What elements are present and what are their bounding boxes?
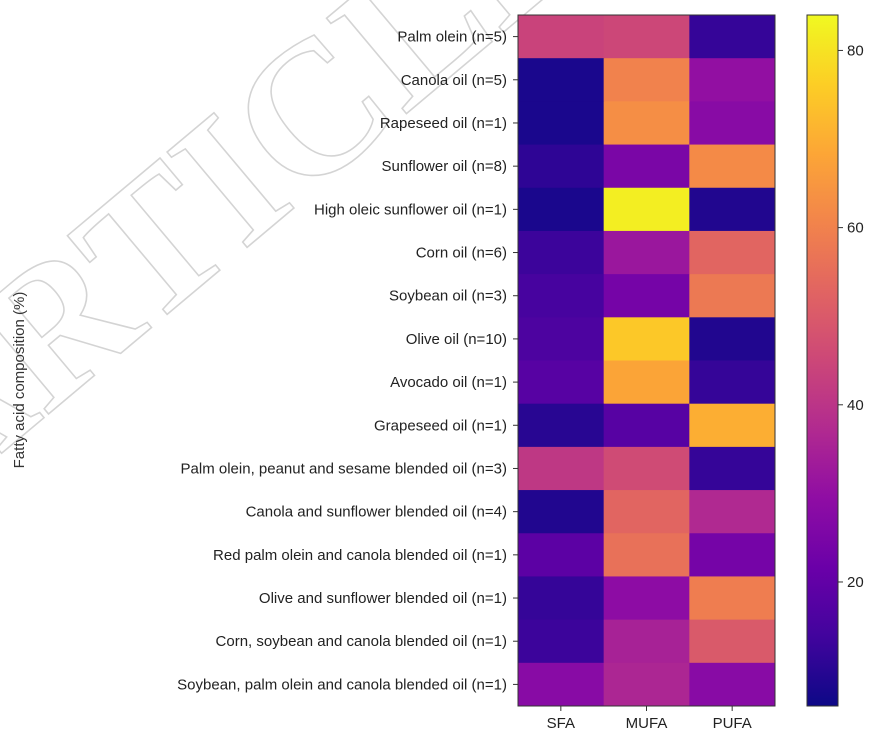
colorbar-gradient: [806, 14, 839, 707]
heatmap-cell: [603, 403, 690, 448]
heatmap-cell: [689, 360, 776, 405]
heatmap-cell: [518, 490, 605, 534]
heatmap-cell: [689, 403, 776, 448]
heatmap-cell: [603, 619, 690, 664]
y-tick-label: Corn oil (n=6): [416, 245, 507, 262]
x-tick-label: MUFA: [626, 715, 668, 732]
heatmap-cell: [603, 446, 690, 491]
y-tick-label: Sunflower oil (n=8): [382, 158, 507, 175]
heatmap-cells: [518, 15, 776, 707]
y-tick-label: Olive oil (n=10): [406, 331, 507, 348]
x-tick-label: PUFA: [713, 715, 752, 732]
y-tick-label: Canola oil (n=5): [401, 72, 507, 89]
y-tick-label: Canola and sunflower blended oil (n=4): [246, 504, 507, 521]
x-tick-label: SFA: [547, 715, 575, 732]
heatmap-cell: [518, 360, 605, 405]
heatmap-cell: [518, 274, 605, 318]
heatmap-cell: [603, 576, 690, 621]
heatmap-cell: [603, 662, 690, 707]
heatmap-cell: [603, 144, 690, 189]
y-tick-label: Palm olein (n=5): [397, 29, 507, 46]
colorbar-tick-label: 60: [847, 220, 864, 237]
y-tick-label: Rapeseed oil (n=1): [380, 115, 507, 132]
heatmap-cell: [603, 101, 690, 146]
heatmap-cell: [689, 533, 776, 577]
heatmap-cell: [689, 662, 776, 707]
heatmap-cell: [689, 274, 776, 318]
heatmap-cell: [603, 15, 690, 59]
y-tick-label: Corn, soybean and canola blended oil (n=…: [216, 633, 507, 650]
heatmap-cell: [689, 101, 776, 146]
heatmap-cell: [603, 317, 690, 361]
heatmap-cell: [689, 576, 776, 621]
heatmap-cell: [518, 101, 605, 146]
heatmap-cell: [603, 490, 690, 534]
heatmap-cell: [689, 230, 776, 275]
heatmap-cell: [518, 15, 605, 59]
heatmap-cell: [518, 533, 605, 577]
colorbar-tick-label: 80: [847, 42, 864, 59]
heatmap-cell: [689, 58, 776, 102]
heatmap-cell: [689, 15, 776, 59]
y-tick-label: High oleic sunflower oil (n=1): [314, 201, 507, 218]
heatmap-cell: [689, 317, 776, 361]
colorbar-tick-label: 20: [847, 574, 864, 591]
y-axis-label: Fatty acid composition (%): [11, 292, 28, 469]
heatmap-cell: [518, 317, 605, 361]
y-tick-label: Soybean oil (n=3): [389, 288, 507, 305]
heatmap-cell: [518, 662, 605, 707]
colorbar-tick-label: 40: [847, 397, 864, 414]
y-tick-label: Grapeseed oil (n=1): [374, 417, 507, 434]
heatmap-cell: [603, 274, 690, 318]
heatmap-cell: [603, 230, 690, 275]
heatmap-cell: [603, 58, 690, 102]
y-tick-label: Palm olein, peanut and sesame blended oi…: [181, 460, 507, 477]
heatmap-cell: [603, 187, 690, 232]
heatmap-cell: [518, 403, 605, 448]
heatmap-cell: [518, 144, 605, 189]
heatmap-cell: [689, 187, 776, 232]
y-axis-title: Fatty acid composition (%): [11, 292, 28, 469]
x-axis-ticks: SFA MUFA PUFA: [547, 706, 752, 732]
heatmap-cell: [689, 144, 776, 189]
heatmap-cell: [518, 446, 605, 491]
heatmap-cell: [518, 230, 605, 275]
y-tick-label: Olive and sunflower blended oil (n=1): [259, 590, 507, 607]
heatmap-cell: [518, 187, 605, 232]
heatmap-cell: [518, 576, 605, 621]
heatmap-cell: [689, 619, 776, 664]
y-axis-ticks: Palm olein (n=5) Canola oil (n=5) Rapeseed…: [177, 29, 518, 693]
heatmap-cell: [518, 619, 605, 664]
heatmap-cell: [689, 490, 776, 534]
heatmap-cell: [603, 360, 690, 405]
colorbar: 20 40 60 80: [806, 14, 864, 707]
heatmap-cell: [689, 446, 776, 491]
heatmap-cell: [603, 533, 690, 577]
y-tick-label: Avocado oil (n=1): [390, 374, 507, 391]
heatmap-cell: [518, 58, 605, 102]
y-tick-label: Soybean, palm olein and canola blended o…: [177, 676, 507, 693]
y-tick-label: Red palm olein and canola blended oil (n…: [213, 547, 507, 564]
